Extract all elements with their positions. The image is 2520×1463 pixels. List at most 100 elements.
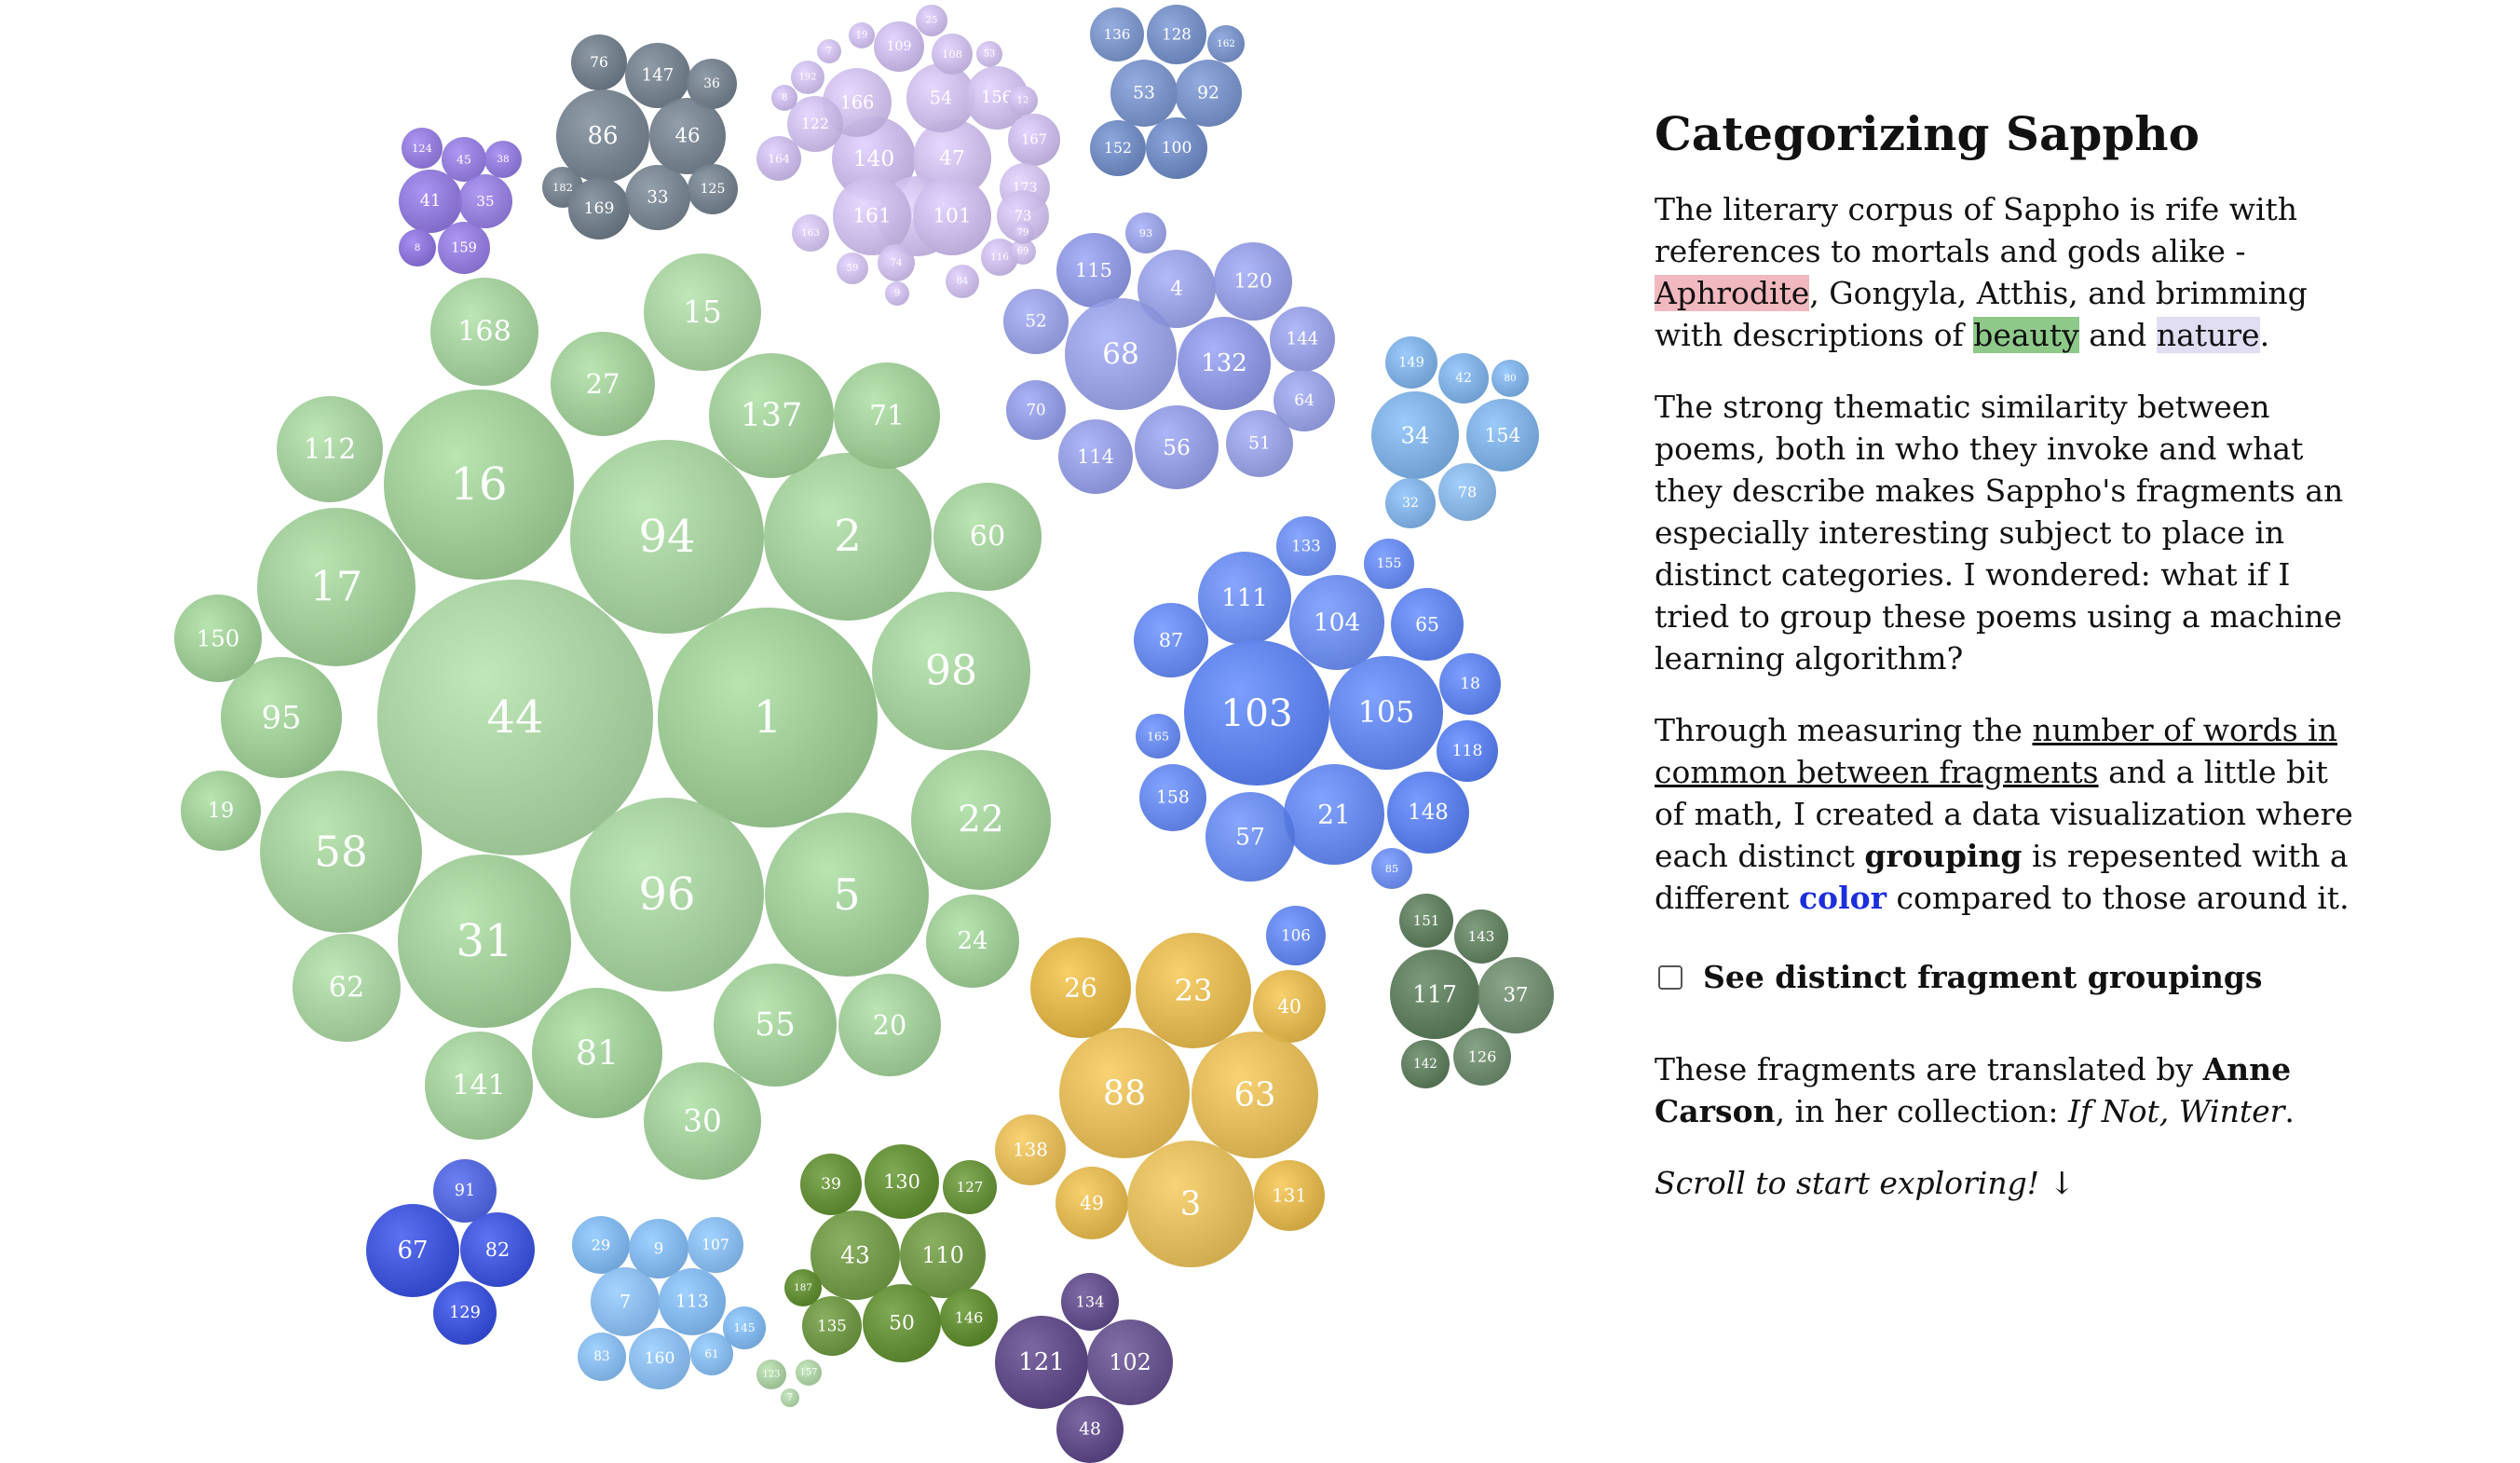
- fragment-circle[interactable]: [940, 1289, 998, 1347]
- fragment-circle[interactable]: [1364, 539, 1414, 589]
- fragment-bubble[interactable]: 125: [688, 164, 738, 214]
- fragment-bubble[interactable]: 9: [629, 1219, 688, 1278]
- fragment-bubble[interactable]: 108: [932, 34, 973, 75]
- fragment-bubble[interactable]: 112: [277, 396, 383, 502]
- fragment-circle[interactable]: [1466, 399, 1539, 472]
- fragment-circle[interactable]: [900, 1212, 986, 1298]
- fragment-circle[interactable]: [1056, 1167, 1128, 1239]
- fragment-bubble[interactable]: 135: [802, 1296, 862, 1356]
- fragment-circle[interactable]: [1387, 772, 1469, 854]
- fragment-circle[interactable]: [591, 1267, 660, 1336]
- fragment-bubble[interactable]: 78: [1438, 463, 1496, 521]
- fragment-circle[interactable]: [688, 164, 738, 214]
- fragment-bubble[interactable]: 63: [1192, 1032, 1318, 1158]
- fragment-bubble[interactable]: 132: [1178, 317, 1271, 410]
- fragment-circle[interactable]: [221, 657, 342, 778]
- fragment-circle[interactable]: [885, 281, 909, 306]
- fragment-bubble[interactable]: 164: [756, 136, 801, 181]
- fragment-bubble[interactable]: 93: [1125, 212, 1166, 253]
- fragment-circle[interactable]: [659, 1268, 726, 1335]
- fragment-bubble[interactable]: 23: [1136, 933, 1251, 1048]
- fragment-circle[interactable]: [771, 85, 797, 111]
- fragment-bubble[interactable]: 45: [442, 137, 486, 182]
- fragment-bubble[interactable]: 168: [430, 278, 538, 386]
- fragment-circle[interactable]: [1437, 720, 1498, 782]
- fragment-bubble[interactable]: 162: [1207, 25, 1245, 62]
- fragment-circle[interactable]: [1371, 848, 1412, 889]
- fragment-circle[interactable]: [878, 244, 915, 281]
- fragment-circle[interactable]: [916, 5, 947, 36]
- fragment-bubble[interactable]: 57: [1206, 792, 1295, 882]
- fragment-bubble[interactable]: 167: [1008, 114, 1060, 166]
- fragment-circle[interactable]: [433, 1281, 497, 1345]
- fragment-bubble[interactable]: 85: [1371, 848, 1412, 889]
- fragment-bubble[interactable]: 157: [796, 1360, 822, 1386]
- fragment-bubble[interactable]: 87: [1134, 603, 1208, 677]
- fragment-circle[interactable]: [1125, 212, 1166, 253]
- fragment-bubble[interactable]: 169: [568, 178, 630, 239]
- fragment-circle[interactable]: [1438, 463, 1496, 521]
- fragment-bubble[interactable]: 41: [399, 170, 462, 233]
- fragment-circle[interactable]: [1127, 1141, 1254, 1267]
- fragment-circle[interactable]: [976, 41, 1002, 67]
- fragment-circle[interactable]: [1254, 1160, 1325, 1231]
- fragment-bubble[interactable]: 71: [834, 362, 940, 469]
- fragment-bubble[interactable]: 107: [688, 1217, 743, 1273]
- fragment-bubble[interactable]: 33: [625, 165, 690, 230]
- fragment-circle[interactable]: [570, 798, 764, 991]
- fragment-circle[interactable]: [1391, 588, 1464, 661]
- fragment-bubble[interactable]: 117: [1390, 950, 1479, 1039]
- fragment-bubble[interactable]: 20: [838, 974, 941, 1076]
- fragment-circle[interactable]: [906, 63, 975, 132]
- fragment-bubble[interactable]: 91: [433, 1159, 497, 1223]
- fragment-bubble[interactable]: 22: [911, 750, 1051, 890]
- fragment-bubble[interactable]: 49: [1056, 1167, 1128, 1239]
- fragment-circle[interactable]: [1390, 950, 1479, 1039]
- fragment-bubble[interactable]: 140: [832, 116, 916, 200]
- fragment-circle[interactable]: [687, 59, 737, 109]
- fragment-circle[interactable]: [366, 1204, 459, 1297]
- fragment-bubble[interactable]: 19: [181, 771, 261, 851]
- fragment-bubble[interactable]: 154: [1466, 399, 1539, 472]
- fragment-circle[interactable]: [1056, 1396, 1124, 1463]
- fragment-bubble[interactable]: 51: [1226, 410, 1293, 477]
- fragment-circle[interactable]: [802, 1296, 862, 1356]
- fragment-circle[interactable]: [688, 1217, 743, 1273]
- fragment-bubble[interactable]: 126: [1453, 1028, 1511, 1086]
- fragment-circle[interactable]: [932, 34, 973, 75]
- fragment-circle[interactable]: [1274, 370, 1335, 431]
- fragment-circle[interactable]: [943, 1160, 997, 1214]
- fragment-bubble[interactable]: 118: [1437, 720, 1498, 782]
- fragment-circle[interactable]: [1056, 233, 1131, 308]
- fragment-circle[interactable]: [946, 265, 979, 298]
- fragment-circle[interactable]: [1030, 937, 1131, 1038]
- fragment-circle[interactable]: [765, 813, 929, 977]
- fragment-circle[interactable]: [458, 174, 512, 228]
- fragment-circle[interactable]: [572, 1216, 630, 1274]
- fragment-circle[interactable]: [398, 855, 571, 1028]
- fragment-bubble[interactable]: 120: [1214, 242, 1292, 321]
- fragment-circle[interactable]: [629, 1219, 688, 1278]
- fragment-bubble[interactable]: 7: [781, 1388, 799, 1407]
- fragment-bubble[interactable]: 74: [878, 244, 915, 281]
- fragment-bubble[interactable]: 69: [1010, 239, 1036, 265]
- fragment-circle[interactable]: [933, 483, 1042, 591]
- fragment-circle[interactable]: [792, 214, 829, 252]
- fragment-circle[interactable]: [1439, 653, 1501, 715]
- fragment-bubble[interactable]: 37: [1478, 957, 1554, 1033]
- fragment-circle[interactable]: [874, 21, 924, 72]
- fragment-circle[interactable]: [644, 253, 761, 371]
- fragment-circle[interactable]: [1399, 894, 1453, 948]
- fragment-bubble[interactable]: 17: [257, 508, 415, 666]
- fragment-bubble[interactable]: 146: [940, 1289, 998, 1347]
- fragment-bubble[interactable]: 147: [625, 43, 690, 108]
- fragment-circle[interactable]: [1175, 60, 1242, 127]
- fragment-circle[interactable]: [796, 1360, 822, 1386]
- fragment-circle[interactable]: [1010, 239, 1036, 265]
- fragment-bubble[interactable]: 102: [1087, 1319, 1173, 1405]
- fragment-circle[interactable]: [1253, 970, 1326, 1043]
- fragment-bubble[interactable]: 104: [1289, 575, 1384, 670]
- fragment-circle[interactable]: [649, 98, 726, 174]
- fragment-bubble[interactable]: 58: [260, 771, 422, 933]
- fragment-bubble[interactable]: 39: [800, 1154, 862, 1215]
